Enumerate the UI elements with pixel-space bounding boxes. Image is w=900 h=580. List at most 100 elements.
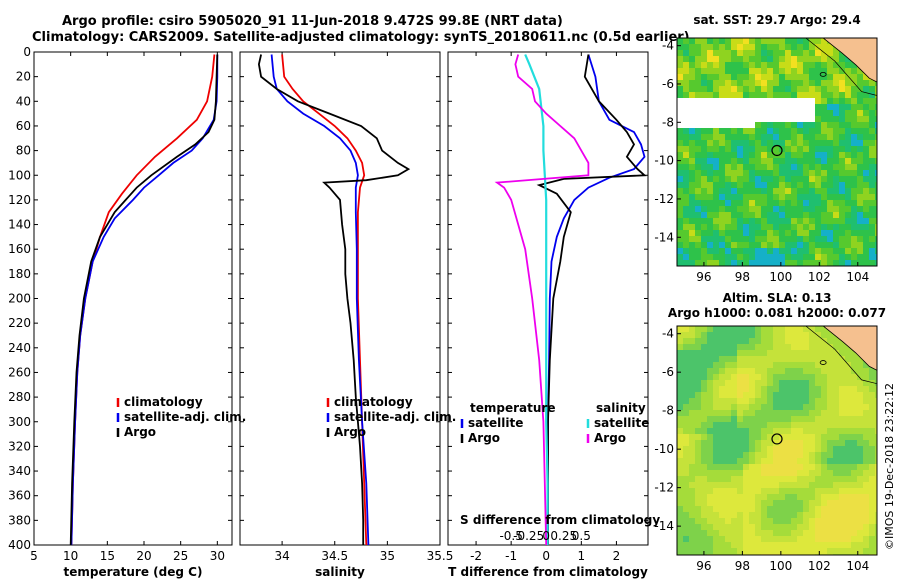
xtick-label-differences: 0 — [542, 549, 550, 563]
series-line-argo — [69, 54, 219, 545]
xtick-label-temperature: 25 — [173, 549, 188, 563]
ytick-label: 60 — [16, 119, 31, 133]
map-ytick-label: -10 — [654, 442, 674, 456]
xtick-label-temperature: 5 — [30, 549, 38, 563]
xtick-label-differences: -2 — [470, 549, 482, 563]
series-line-salinity-satellite — [524, 54, 549, 545]
xtick-label-salinity: 34 — [274, 549, 289, 563]
xlabel-temperature: temperature (deg C) — [64, 565, 203, 579]
xlabel-top-differences: S difference from climatology — [460, 513, 660, 527]
ytick-label: 180 — [8, 267, 31, 281]
map-ytick-label: -4 — [662, 327, 674, 341]
ytick-label: 0 — [23, 45, 31, 59]
contour-sla-map — [805, 326, 877, 385]
argo-position-marker-sla-map — [771, 433, 783, 445]
series-group-differences — [494, 54, 647, 545]
credit-text: ©IMOS 19-Dec-2018 23:22:12 — [883, 383, 896, 550]
figure-title-line2: Climatology: CARS2009. Satellite-adjuste… — [32, 30, 690, 45]
map-ytick-label: -12 — [654, 192, 674, 206]
map-ytick-label: -14 — [654, 230, 674, 244]
map-xtick-label: 104 — [846, 559, 869, 573]
map-xtick-label: 100 — [769, 559, 792, 573]
ytick-label: 260 — [8, 365, 31, 379]
series-line-salinity-argo — [494, 54, 590, 545]
map-ytick-label: -10 — [654, 154, 674, 168]
map-ytick-label: -6 — [662, 77, 674, 91]
legend-entry: Argo — [594, 431, 626, 445]
series-line-climatology — [70, 54, 216, 545]
map-ytick-label: -8 — [662, 404, 674, 418]
legend-entry: Argo — [334, 425, 366, 439]
legend-entry: satellite-adj. clim. — [334, 410, 456, 424]
land-sst-map — [822, 38, 877, 83]
map-xtick-label: 102 — [808, 559, 831, 573]
map-xtick-label: 96 — [696, 270, 711, 284]
ytick-label: 20 — [16, 70, 31, 84]
legend-entry: Argo — [124, 425, 156, 439]
ytick-label: 300 — [8, 415, 31, 429]
sst-map-title: sat. SST: 29.7 Argo: 29.4 — [693, 13, 860, 27]
ytick-label: 100 — [8, 168, 31, 182]
map-xtick-label: 96 — [696, 559, 711, 573]
panel-frame-salinity — [239, 51, 441, 546]
map-frame-sst-map — [676, 37, 878, 267]
sla-map-field — [677, 326, 877, 555]
legend-entry: satellite — [594, 416, 649, 430]
figure-title-line1: Argo profile: csiro 5905020_91 11-Jun-20… — [62, 14, 563, 29]
sla-map-title: Altim. SLA: 0.13 — [723, 291, 832, 305]
xtick-label-salinity: 34.5 — [321, 549, 348, 563]
ytick-label: 380 — [8, 513, 31, 527]
legend-entry: climatology — [124, 395, 203, 409]
xtick-label-salinity: 35 — [380, 549, 395, 563]
xtick-label-differences: 2 — [613, 549, 621, 563]
ytick-label: 340 — [8, 464, 31, 478]
series-group-temperature — [69, 54, 219, 545]
ytick-label: 120 — [8, 193, 31, 207]
legend-entry: satellite-adj. clim. — [124, 410, 246, 424]
panel-frame-temperature — [33, 51, 233, 546]
xtick-s-label: 0.25 — [550, 529, 577, 543]
map-frame-sla-map — [676, 325, 878, 556]
map-xtick-label: 98 — [735, 559, 750, 573]
map-xtick-label: 104 — [846, 270, 869, 284]
xtick-label-temperature: 10 — [63, 549, 78, 563]
argo-position-marker-sst-map — [771, 144, 783, 157]
series-line-climatology — [281, 54, 368, 545]
series-group-salinity — [257, 54, 411, 545]
ytick-label: 320 — [8, 439, 31, 453]
ytick-label: 400 — [8, 538, 31, 552]
ytick-label: 40 — [16, 94, 31, 108]
xtick-s-label: 0 — [542, 529, 550, 543]
xlabel-differences: T difference from climatology — [448, 565, 648, 579]
map-xtick-label: 98 — [735, 270, 750, 284]
ytick-label: 220 — [8, 316, 31, 330]
sst-map-field — [677, 38, 877, 266]
island-sla-map — [819, 360, 827, 365]
island-sst-map — [819, 72, 827, 77]
xtick-s-label: -0.25 — [513, 529, 544, 543]
map-ytick-label: -12 — [654, 481, 674, 495]
map-ytick-label: -4 — [662, 39, 674, 53]
xtick-label-differences: 1 — [578, 549, 586, 563]
ytick-label: 140 — [8, 218, 31, 232]
series-line-temperature-argo — [536, 54, 647, 545]
map-ytick-label: -14 — [654, 519, 674, 533]
ytick-label: 160 — [8, 242, 31, 256]
xtick-label-temperature: 15 — [100, 549, 115, 563]
series-line-argo — [257, 54, 411, 545]
legend-entry: satellite — [468, 416, 523, 430]
ytick-label: 240 — [8, 341, 31, 355]
xtick-label-differences: -1 — [505, 549, 517, 563]
map-ytick-label: -6 — [662, 365, 674, 379]
ytick-label: 360 — [8, 489, 31, 503]
ytick-label: 200 — [8, 292, 31, 306]
xlabel-salinity: salinity — [315, 565, 365, 579]
ytick-label: 280 — [8, 390, 31, 404]
series-line-satellite-adj-clim- — [70, 54, 219, 545]
xtick-label-temperature: 20 — [136, 549, 151, 563]
contour-sst-map — [805, 38, 877, 96]
map-xtick-label: 102 — [808, 270, 831, 284]
sla-map-subtitle: Argo h1000: 0.081 h2000: 0.077 — [668, 306, 886, 320]
xtick-s-label: -0.5 — [499, 529, 522, 543]
series-line-satellite-adj-clim- — [270, 54, 370, 545]
